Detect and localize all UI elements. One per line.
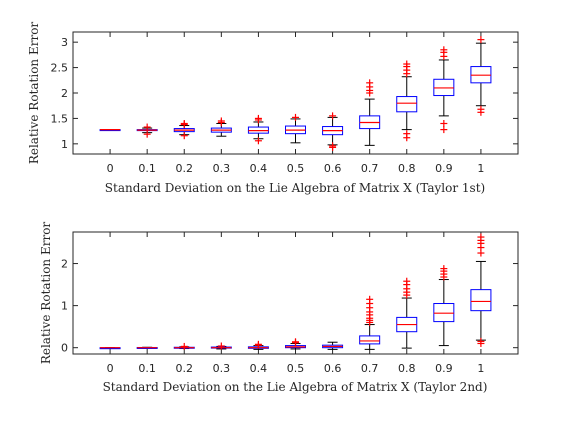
x-tick-label: 0.7	[361, 362, 379, 375]
box-0.8	[396, 277, 418, 349]
outlier-marker	[329, 112, 337, 120]
boxplot-series	[99, 233, 492, 350]
x-tick-label: 1	[477, 162, 484, 175]
box-0.5	[285, 113, 306, 144]
box-0.4	[247, 340, 269, 350]
outlier-marker	[477, 105, 485, 113]
y-tick-label: 1	[61, 300, 68, 313]
x-tick-label: 0.9	[435, 362, 453, 375]
outlier-marker	[292, 338, 299, 346]
box-0.2	[173, 120, 195, 140]
y-tick-label: 2.5	[51, 62, 69, 75]
x-tick-label: 0.8	[398, 362, 416, 375]
box-0	[99, 129, 121, 132]
x-axis-label: Standard Deviation on the Lie Algebra of…	[103, 380, 488, 394]
chart-taylor-2nd: 0 1 2 0 0.1 0.2 0.3 0.4 0.5 0.6 0.7 0.8 0.9 1 Standa…	[39, 222, 519, 394]
x-tick-label: 0.4	[250, 362, 268, 375]
x-tick-label: 0	[107, 362, 114, 375]
x-tick-label: 0.1	[138, 162, 156, 175]
y-axis-label: Relative Rotation Error	[39, 222, 53, 365]
y-tick-label: 1	[61, 138, 68, 151]
box-0.7	[359, 79, 381, 146]
outlier-marker	[292, 113, 299, 121]
box-0.7	[359, 295, 381, 350]
x-axis: 0 0.1 0.2 0.3 0.4 0.5 0.6 0.7 0.8 0.9 1	[107, 232, 484, 375]
box-iqr	[470, 289, 492, 312]
x-tick-label: 0.2	[176, 362, 194, 375]
box-0.4	[247, 114, 269, 145]
x-tick-label: 0.2	[176, 162, 194, 175]
outlier-marker	[254, 137, 262, 145]
chart-taylor-1st: 1 1.5 2 2.5 3 0 0.1 0.2 0.3 0.4 0.5 0.6 0.7 0.8 0.9 1 …	[27, 22, 519, 195]
outlier-marker	[477, 233, 485, 241]
x-axis-label: Standard Deviation on the Lie Algebra of…	[105, 181, 485, 195]
outlier-marker	[440, 46, 448, 54]
outlier-marker	[217, 342, 225, 350]
box-0.6	[322, 112, 344, 151]
x-tick-label: 0.5	[287, 162, 305, 175]
x-tick-label: 0.8	[398, 162, 416, 175]
x-tick-label: 0.3	[213, 162, 231, 175]
plot-frame	[72, 231, 519, 355]
box-iqr	[359, 335, 381, 345]
boxplot-series	[99, 36, 492, 151]
box-0.1	[136, 123, 158, 138]
x-tick-label: 0.1	[138, 362, 156, 375]
outlier-marker	[366, 79, 374, 87]
y-axis: 1 1.5 2 2.5 3	[51, 36, 518, 151]
x-tick-label: 1	[477, 362, 484, 375]
box-0.3	[210, 342, 232, 350]
x-tick-label: 0	[107, 162, 114, 175]
outlier-marker	[403, 130, 411, 138]
y-tick-label: 1.5	[51, 112, 69, 125]
box-1	[470, 36, 492, 116]
y-tick-label: 3	[61, 36, 68, 49]
x-axis: 0 0.1 0.2 0.3 0.4 0.5 0.6 0.7 0.8 0.9 1	[107, 32, 484, 175]
box-0.1	[136, 346, 158, 349]
x-tick-label: 0.4	[250, 162, 268, 175]
box-iqr	[396, 96, 418, 113]
box-0.9	[433, 265, 455, 347]
box-0.3	[210, 117, 232, 137]
y-axis: 0 1 2	[61, 258, 518, 355]
outlier-marker	[440, 265, 448, 273]
outlier-marker	[180, 132, 188, 140]
box-0	[99, 347, 121, 350]
box-iqr	[433, 303, 455, 323]
outlier-marker	[440, 120, 448, 127]
outlier-marker	[180, 120, 188, 127]
outlier-marker	[254, 114, 262, 122]
x-tick-label: 0.9	[435, 162, 453, 175]
box-0.9	[433, 46, 455, 134]
outlier-marker	[477, 337, 485, 345]
outlier-marker	[217, 117, 225, 125]
outlier-marker	[440, 126, 448, 134]
outlier-marker	[143, 130, 151, 138]
box-0.8	[396, 60, 418, 142]
y-tick-label: 2	[61, 87, 68, 100]
outlier-marker	[403, 277, 411, 285]
box-0.2	[173, 342, 195, 350]
x-tick-label: 0.6	[324, 162, 342, 175]
y-axis-label: Relative Rotation Error	[27, 22, 41, 165]
x-tick-label: 0.5	[287, 362, 305, 375]
y-tick-label: 2	[61, 258, 68, 271]
outlier-marker	[477, 36, 485, 44]
outlier-marker	[403, 60, 411, 68]
box-1	[470, 233, 492, 347]
box-0.6	[322, 341, 344, 350]
outlier-marker	[180, 342, 188, 350]
x-tick-label: 0.3	[213, 362, 231, 375]
outlier-marker	[254, 340, 262, 348]
outlier-marker	[366, 295, 374, 303]
y-tick-label: 0	[61, 342, 68, 355]
x-tick-label: 0.6	[324, 362, 342, 375]
outlier-marker	[143, 123, 151, 131]
x-tick-label: 0.7	[361, 162, 379, 175]
outlier-marker	[329, 142, 337, 150]
box-0.5	[285, 338, 306, 350]
